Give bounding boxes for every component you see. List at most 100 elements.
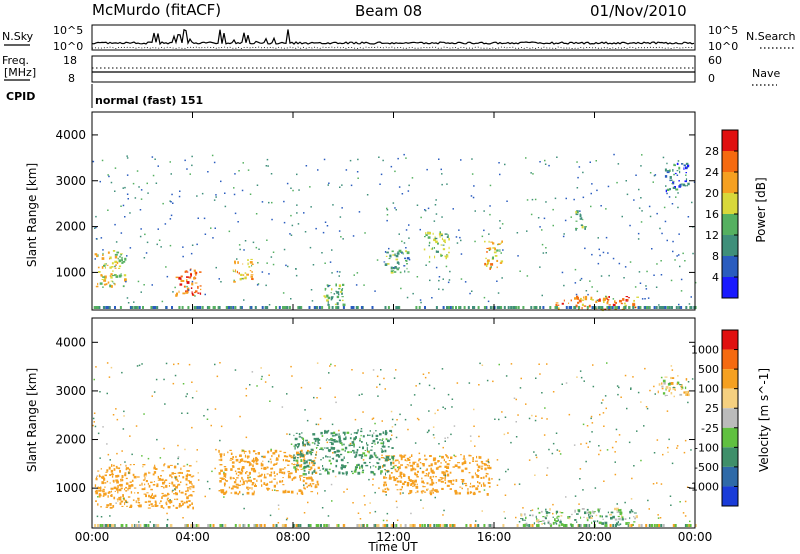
nsky-trace — [91, 28, 695, 46]
x-tick-label: 04:00 — [175, 530, 210, 544]
velocity-y-ticks: 1000 2000 3000 4000 — [55, 335, 695, 495]
velocity-colorbar-tick-label: -500 — [694, 461, 719, 474]
power-echo-region — [94, 250, 127, 288]
velocity-y-tick-label: 4000 — [55, 335, 86, 349]
velocity-y-tick-label: 1000 — [55, 481, 86, 495]
nsky-label: N.Sky — [2, 30, 34, 43]
nsearch-tick-bottom: 10^0 — [708, 40, 738, 53]
nave-label: Nave — [752, 67, 780, 80]
power-y-tick-label: 3000 — [55, 174, 86, 188]
velocity-panel-frame — [91, 317, 696, 529]
power-echo-region — [383, 249, 410, 274]
nsearch-tick-top: 10^5 — [708, 24, 738, 37]
freq-tick-bottom: 8 — [68, 72, 75, 85]
velocity-colorbar-swatch — [722, 330, 738, 350]
freq-tick-top: 18 — [63, 54, 77, 67]
cpid-value: normal (fast) 151 — [95, 94, 203, 107]
velocity-colorbar-swatch — [722, 447, 738, 467]
power-echo-region — [664, 162, 690, 193]
velocity-colorbar: 1000 500 100 25 -25 -100 -500 -1000 — [687, 329, 739, 507]
power-y-ticks: 1000 2000 3000 4000 — [55, 128, 695, 279]
beam-title: Beam 08 — [355, 2, 422, 20]
velocity-y-tick-label: 3000 — [55, 384, 86, 398]
velocity-colorbar-tick-label: 100 — [698, 383, 719, 396]
velocity-colorbar-frame — [721, 329, 739, 507]
velocity-colorbar-tick-label: -1000 — [687, 480, 719, 493]
x-tick-label: 08:00 — [276, 530, 311, 544]
velocity-echo-region — [293, 429, 395, 476]
freq-series — [92, 67, 695, 73]
velocity-colorbar-swatch — [722, 369, 738, 389]
velocity-colorbar-tick-label: -100 — [694, 441, 719, 454]
nave-tick-top: 60 — [708, 54, 722, 67]
freq-unit-label: [MHz] — [4, 66, 36, 79]
velocity-echo-region — [380, 454, 492, 496]
nsky-tick-bottom: 10^0 — [53, 40, 83, 53]
power-y-tick-label: 1000 — [55, 265, 86, 279]
power-colorbar-tick-label: 12 — [705, 229, 719, 242]
velocity-speckle — [92, 362, 694, 524]
power-colorbar-swatch — [722, 130, 738, 151]
velocity-echo-region — [657, 376, 690, 397]
power-colorbar-tick-label: 4 — [712, 271, 719, 284]
velocity-echo-region — [94, 464, 195, 510]
power-colorbar-swatch — [722, 172, 738, 193]
velocity-colorbar-swatch — [722, 388, 738, 409]
freq-label: Freq. — [2, 54, 29, 67]
nsearch-trace — [91, 46, 695, 49]
power-colorbar-tick-label: 28 — [705, 145, 719, 158]
nsky-series — [91, 28, 695, 49]
velocity-y-axis-label: Slant Range [km] — [25, 368, 39, 472]
nave-tick-bottom: 0 — [708, 72, 715, 85]
power-y-axis-label: Slant Range [km] — [25, 163, 39, 267]
power-y-tick-label: 2000 — [55, 220, 86, 234]
power-echo-region — [232, 258, 254, 283]
power-colorbar-swatch — [722, 256, 738, 277]
nsky-panel-frame — [91, 24, 696, 51]
power-colorbar-swatch — [722, 214, 738, 235]
power-speckle — [92, 153, 697, 306]
velocity-colorbar-swatch — [722, 408, 738, 428]
cpid-label: CPID — [6, 90, 35, 103]
velocity-colorbar-label: Velocity [m s^-1] — [757, 368, 771, 472]
x-tick-label: 00:00 — [75, 530, 110, 544]
velocity-echo-region — [218, 449, 320, 496]
power-echo-region — [423, 231, 450, 260]
velocity-colorbar-tick-label: -25 — [701, 422, 719, 435]
velocity-colorbar-tick-label: 500 — [698, 363, 719, 376]
velocity-colorbar-tick-label: 25 — [705, 402, 719, 415]
power-colorbar-swatch — [722, 193, 738, 214]
velocity-colorbar-swatch — [722, 427, 738, 448]
velocity-colorbar-swatch — [722, 486, 738, 506]
power-colorbar-tick-label: 8 — [712, 250, 719, 263]
nsky-tick-top: 10^5 — [53, 24, 83, 37]
date-title: 01/Nov/2010 — [590, 2, 687, 20]
power-colorbar-label: Power [dB] — [754, 177, 768, 242]
velocity-echo-layer — [92, 362, 697, 527]
power-echo-region — [484, 240, 504, 270]
velocity-colorbar-tick-label: 1000 — [691, 344, 719, 357]
velocity-colorbar-swatch — [722, 466, 738, 487]
power-colorbar-swatch — [722, 151, 738, 172]
power-y-tick-label: 4000 — [55, 128, 86, 142]
station-title: McMurdo (fitACF) — [92, 1, 221, 19]
power-colorbar-swatch — [722, 235, 738, 256]
freq-panel-frame — [91, 55, 696, 83]
power-echo-layer — [92, 153, 697, 312]
x-tick-label: 12:00 — [376, 530, 411, 544]
power-colorbar: 4 8 12 16 20 24 28 — [705, 129, 739, 299]
power-echo-region — [575, 210, 587, 231]
nsearch-label: N.Search — [746, 30, 796, 43]
power-echo-region — [323, 283, 346, 307]
velocity-echo-region — [520, 507, 638, 527]
power-colorbar-tick-label: 24 — [705, 166, 719, 179]
x-tick-label: 16:00 — [477, 530, 512, 544]
x-axis-label: Time UT — [367, 540, 418, 554]
power-colorbar-tick-label: 16 — [705, 208, 719, 221]
velocity-y-tick-label: 2000 — [55, 433, 86, 447]
power-colorbar-swatch — [722, 277, 738, 298]
power-baseline-echoes — [93, 306, 697, 309]
velocity-baseline-echoes — [94, 524, 697, 527]
x-tick-label: 20:00 — [577, 530, 612, 544]
